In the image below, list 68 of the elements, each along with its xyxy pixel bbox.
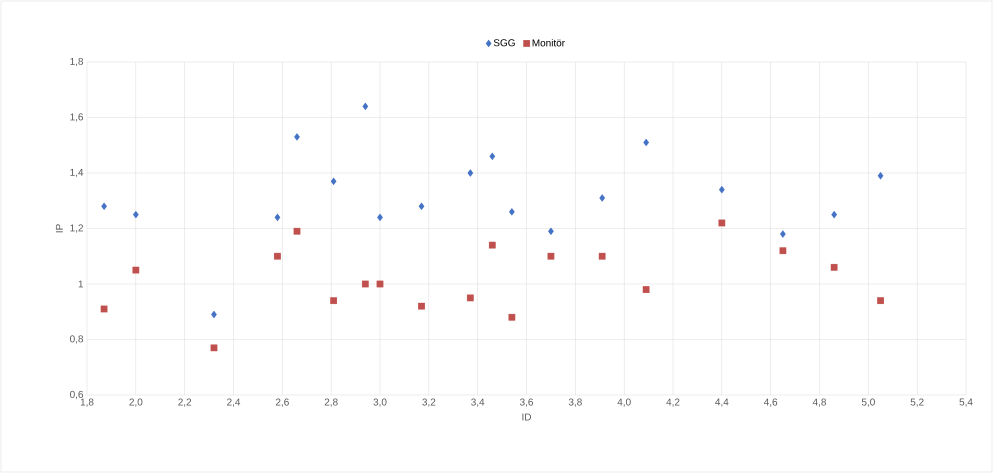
x-tick-label: 3,2 bbox=[422, 398, 436, 407]
y-tick-label: 1,2 bbox=[70, 224, 83, 233]
point bbox=[642, 286, 650, 293]
point bbox=[877, 297, 884, 304]
y-tick-label: 1 bbox=[78, 280, 83, 288]
point bbox=[599, 194, 606, 202]
point bbox=[508, 314, 516, 321]
point bbox=[718, 186, 725, 194]
point bbox=[718, 220, 726, 226]
y-tick-label: 1,8 bbox=[70, 58, 84, 66]
x-tick-label: 2,4 bbox=[227, 398, 240, 407]
x-tick-label: 2,6 bbox=[276, 398, 289, 407]
x-tick-label: 3,8 bbox=[568, 398, 582, 407]
point bbox=[548, 227, 554, 236]
x-tick-label: 2,0 bbox=[129, 398, 142, 407]
point bbox=[330, 178, 336, 186]
point bbox=[330, 297, 337, 304]
point bbox=[488, 242, 496, 249]
point bbox=[779, 247, 786, 254]
x-tick-label: 4,0 bbox=[617, 398, 631, 407]
point bbox=[780, 230, 786, 238]
point bbox=[878, 172, 884, 180]
point bbox=[274, 214, 280, 222]
x-axis-title: ID bbox=[522, 414, 532, 420]
legend-label: SGG bbox=[494, 39, 515, 46]
legend-label: Monitör bbox=[532, 39, 565, 46]
x-tick-label: 4,6 bbox=[764, 398, 778, 407]
y-tick-label: 1,4 bbox=[70, 168, 84, 178]
point bbox=[132, 266, 140, 274]
point bbox=[100, 306, 108, 312]
x-tick-label: 4,4 bbox=[715, 398, 728, 407]
point bbox=[467, 169, 474, 177]
point bbox=[418, 202, 424, 210]
point bbox=[362, 280, 369, 288]
point bbox=[418, 302, 425, 310]
point bbox=[294, 228, 300, 235]
point bbox=[376, 280, 384, 288]
x-tick-label: 5,0 bbox=[862, 398, 875, 407]
x-tick-label: 3,0 bbox=[373, 398, 387, 407]
point bbox=[831, 210, 838, 218]
point bbox=[466, 294, 474, 302]
point bbox=[377, 214, 383, 222]
y-tick-label: 0,6 bbox=[70, 390, 84, 400]
y-tick-label: 1,6 bbox=[70, 113, 84, 122]
point bbox=[643, 138, 650, 146]
x-tick-label: 4,2 bbox=[666, 398, 680, 407]
x-tick-label: 3,4 bbox=[471, 398, 484, 407]
point bbox=[598, 252, 606, 260]
y-axis-title: IP bbox=[56, 224, 63, 232]
point bbox=[274, 252, 281, 260]
point bbox=[132, 210, 139, 218]
point bbox=[211, 310, 217, 318]
x-tick-label: 4,8 bbox=[812, 398, 826, 407]
x-tick-label: 3,6 bbox=[520, 398, 533, 407]
x-tick-label: 5,2 bbox=[910, 398, 924, 407]
point bbox=[508, 208, 515, 216]
x-tick-label: 1,8 bbox=[80, 398, 94, 407]
point bbox=[101, 202, 107, 210]
point bbox=[548, 252, 554, 260]
point bbox=[210, 344, 218, 352]
y-tick-label: 0,8 bbox=[70, 335, 84, 344]
x-tick-label: 2,2 bbox=[178, 398, 192, 407]
x-tick-label: 5,4 bbox=[959, 398, 973, 407]
point bbox=[830, 264, 838, 271]
point bbox=[362, 102, 368, 110]
point bbox=[294, 133, 300, 141]
point bbox=[489, 152, 496, 160]
x-tick-label: 2,8 bbox=[324, 398, 338, 407]
